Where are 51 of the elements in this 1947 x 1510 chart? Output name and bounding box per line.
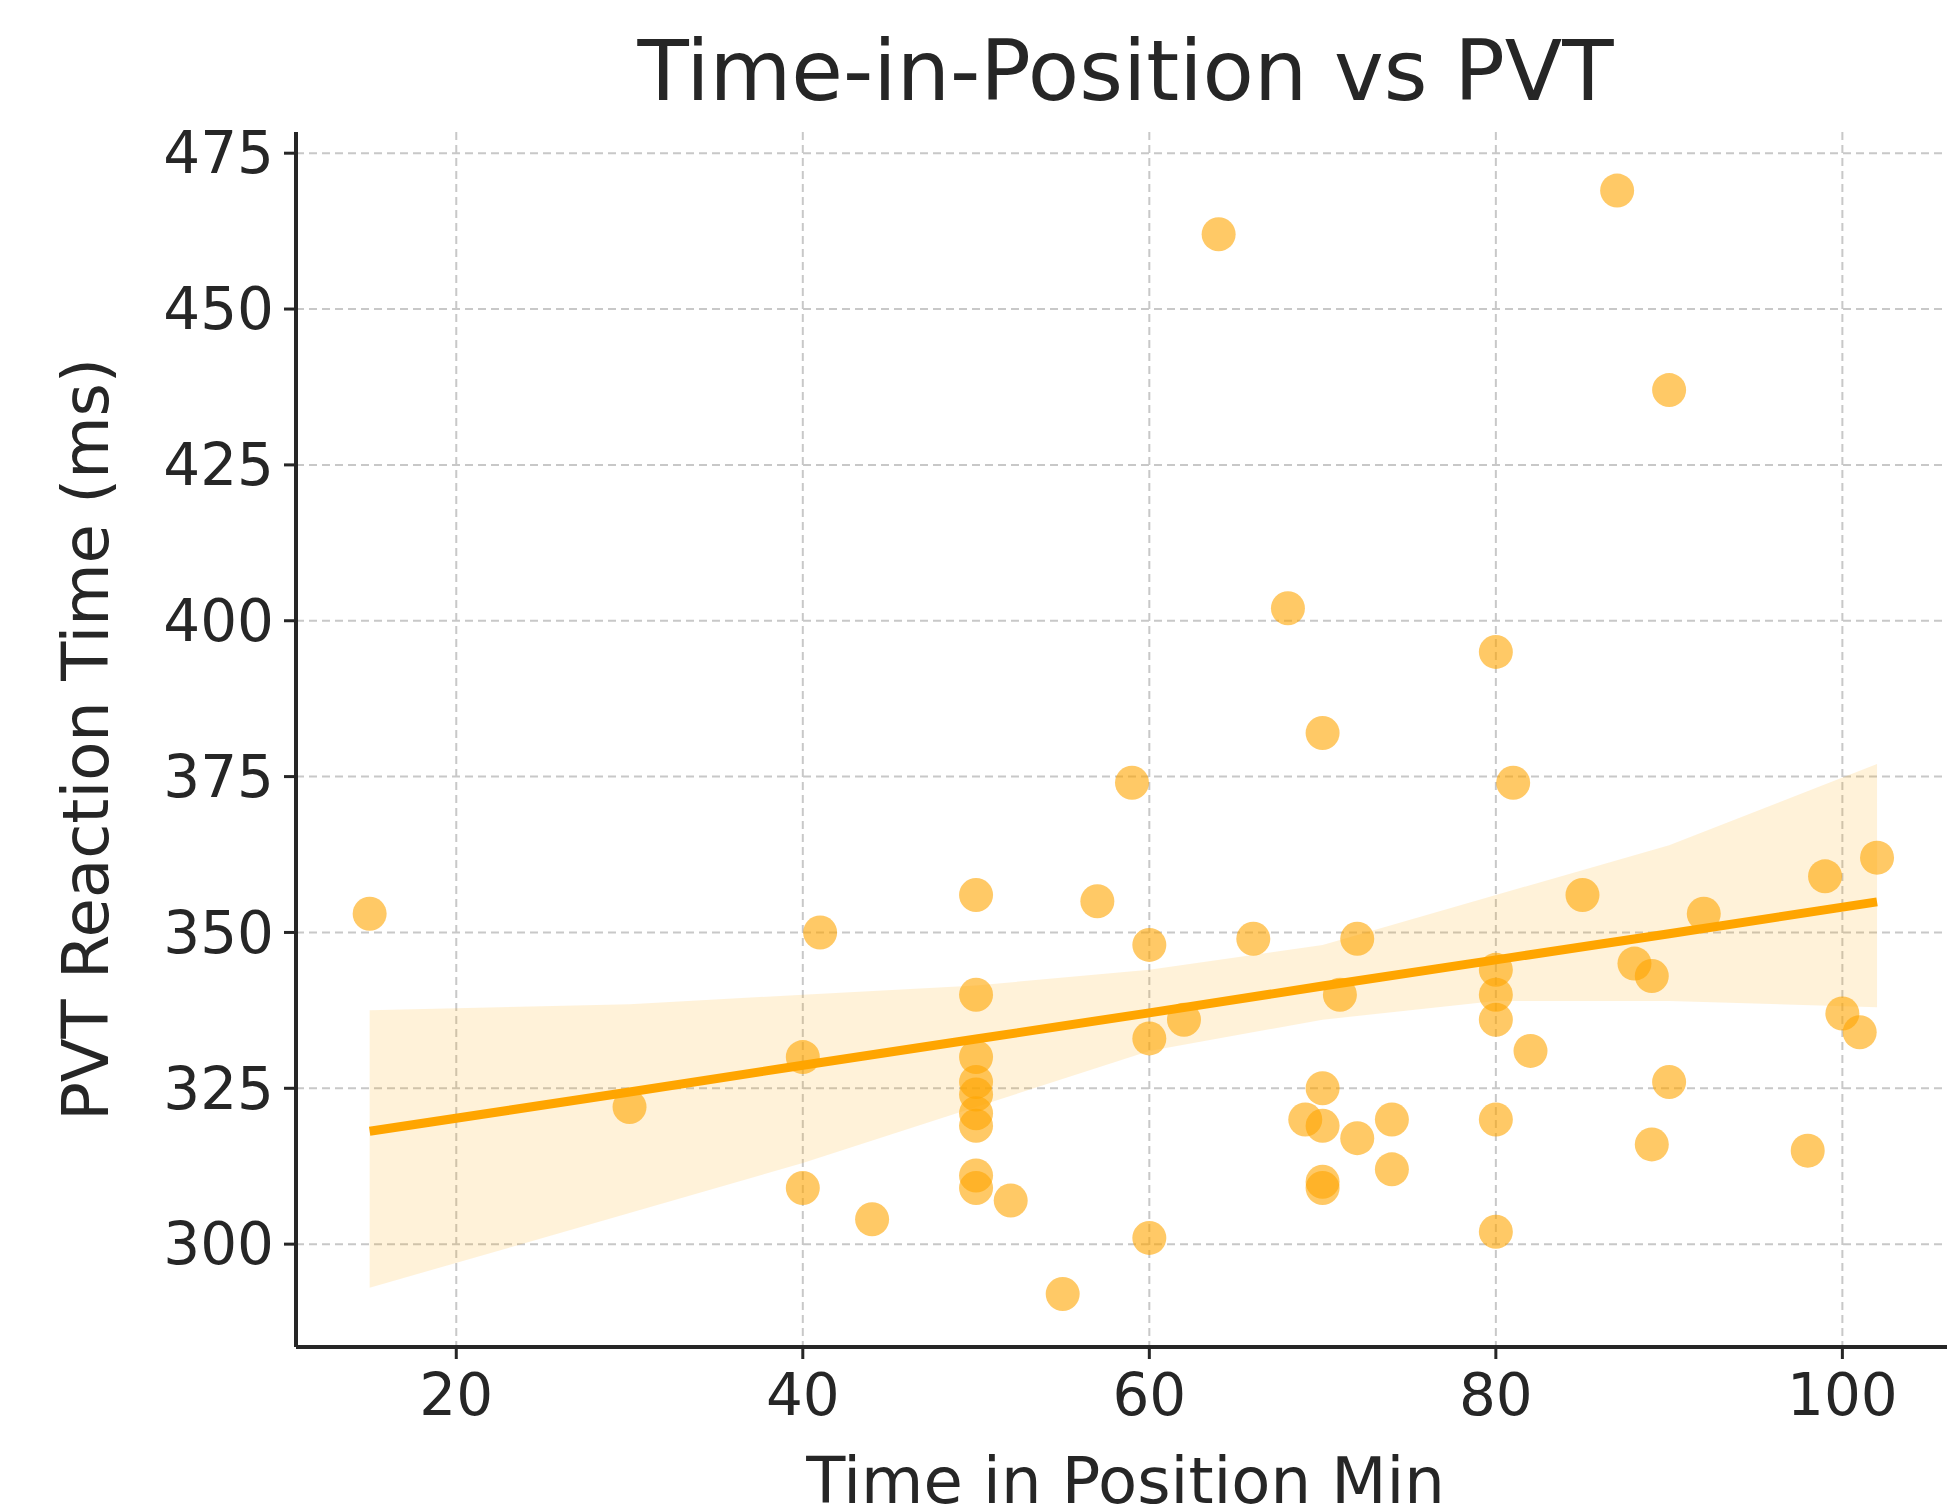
x-tick-label: 100 [1787,1361,1898,1429]
y-axis-title: PVT Reaction Time (ms) [49,358,123,1121]
point [352,896,387,931]
point [855,1202,890,1237]
chart-title: Time-in-Position vs PVT [636,22,1615,120]
point [1478,1002,1513,1037]
point [959,1108,994,1143]
point [1305,715,1340,750]
point [1652,1065,1687,1100]
point [993,1183,1028,1218]
point [1652,373,1687,408]
point [1496,765,1531,800]
x-tick-label: 20 [419,1361,494,1429]
y-tick-label: 350 [163,898,274,967]
y-tick-label: 425 [163,431,274,500]
y-tick-label: 375 [163,742,274,811]
point [1478,1214,1513,1249]
point [1790,1133,1825,1168]
point [1305,1171,1340,1206]
point [959,1171,994,1206]
point [1132,1220,1167,1255]
point [1478,1102,1513,1137]
y-tick-label: 300 [163,1210,274,1279]
point [1201,217,1236,252]
y-tick-label: 475 [163,119,274,188]
point [1045,1277,1080,1312]
x-tick-label: 40 [765,1361,840,1429]
point [1634,1127,1669,1162]
y-tick-label: 400 [163,587,274,656]
y-tick-label: 450 [163,275,274,344]
x-tick-label: 60 [1112,1361,1187,1429]
point [785,1171,820,1206]
point [1236,921,1271,956]
x-tick-label: 80 [1458,1361,1533,1429]
point [1340,1121,1375,1156]
point [1374,1152,1409,1187]
y-tick-label: 325 [163,1054,274,1123]
point [1374,1102,1409,1137]
point [1478,634,1513,669]
point [1842,1015,1877,1050]
point [1080,884,1115,919]
point [1513,1033,1548,1068]
point [1270,591,1305,626]
point [1305,1071,1340,1106]
point [1305,1108,1340,1143]
point [1132,927,1167,962]
point [1115,765,1149,800]
point [1600,173,1635,208]
point [959,878,994,913]
point [803,915,838,950]
x-axis-title: Time in Position Min [805,1444,1445,1510]
